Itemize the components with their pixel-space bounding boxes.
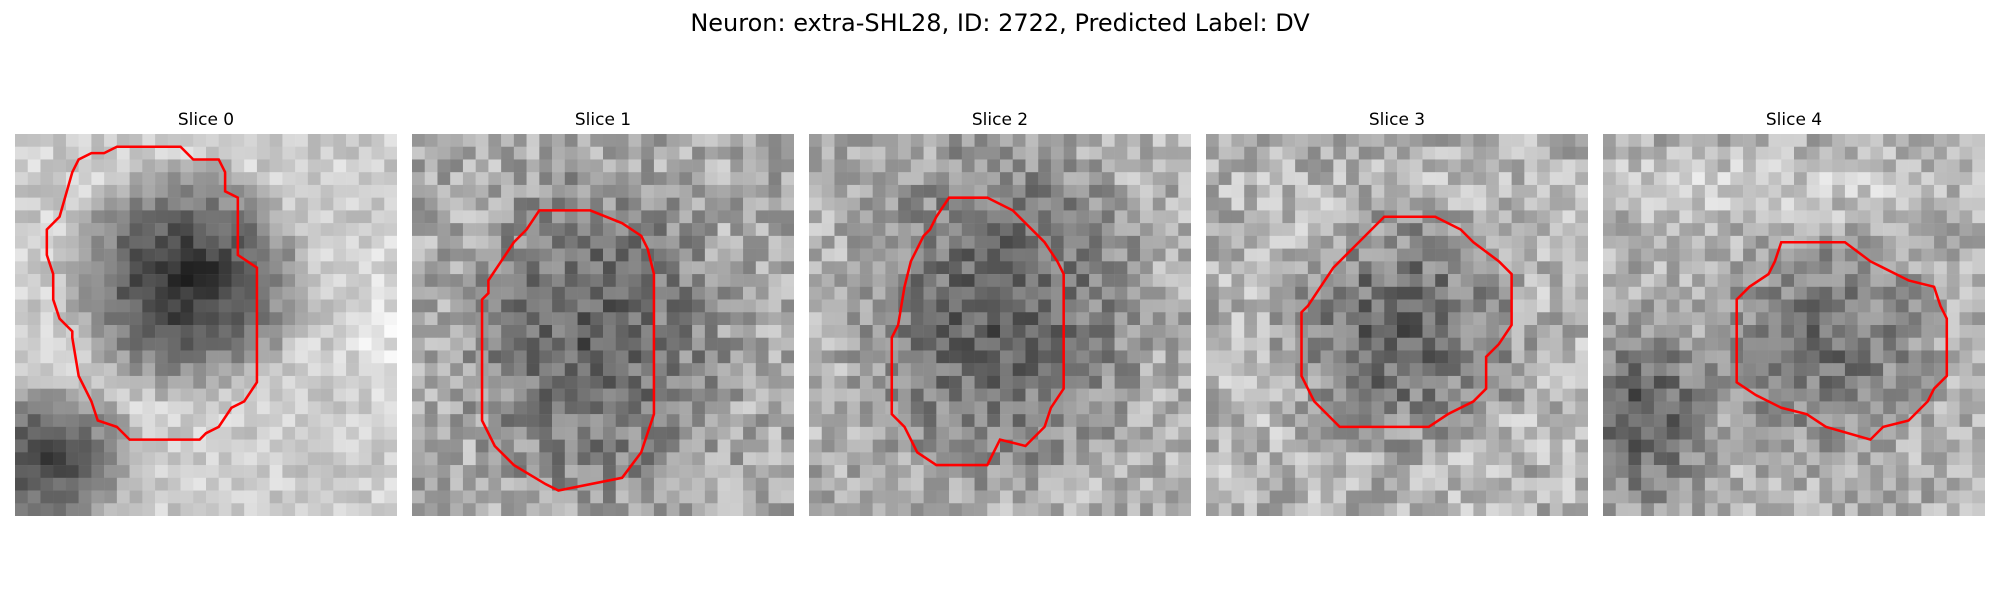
slice-image-1 bbox=[412, 134, 794, 516]
slice-title-2: Slice 2 bbox=[971, 110, 1029, 130]
slice-title-0: Slice 0 bbox=[177, 110, 235, 130]
slice-panel-3: Slice 3 bbox=[1206, 109, 1588, 519]
slice-title-4: Slice 4 bbox=[1765, 110, 1823, 130]
slice-image-0 bbox=[15, 134, 397, 516]
slice-title-1: Slice 1 bbox=[574, 110, 632, 130]
slice-panel-0: Slice 0 bbox=[15, 109, 397, 519]
segmentation-contour-3 bbox=[1300, 215, 1513, 429]
slice-title-3: Slice 3 bbox=[1368, 110, 1426, 130]
slice-image-4 bbox=[1603, 134, 1985, 516]
figure-title: Neuron: extra-SHL28, ID: 2722, Predicted… bbox=[690, 9, 1310, 37]
segmentation-contour-1 bbox=[480, 209, 656, 492]
segmentation-contour-4 bbox=[1735, 240, 1949, 442]
slice-panel-4: Slice 4 bbox=[1603, 109, 1985, 519]
slice-panel-1: Slice 1 bbox=[412, 109, 794, 519]
segmentation-contour-0 bbox=[45, 145, 259, 441]
slice-image-2 bbox=[809, 134, 1191, 516]
slice-panel-2: Slice 2 bbox=[809, 109, 1191, 519]
slice-image-3 bbox=[1206, 134, 1588, 516]
segmentation-contour-2 bbox=[890, 196, 1065, 467]
